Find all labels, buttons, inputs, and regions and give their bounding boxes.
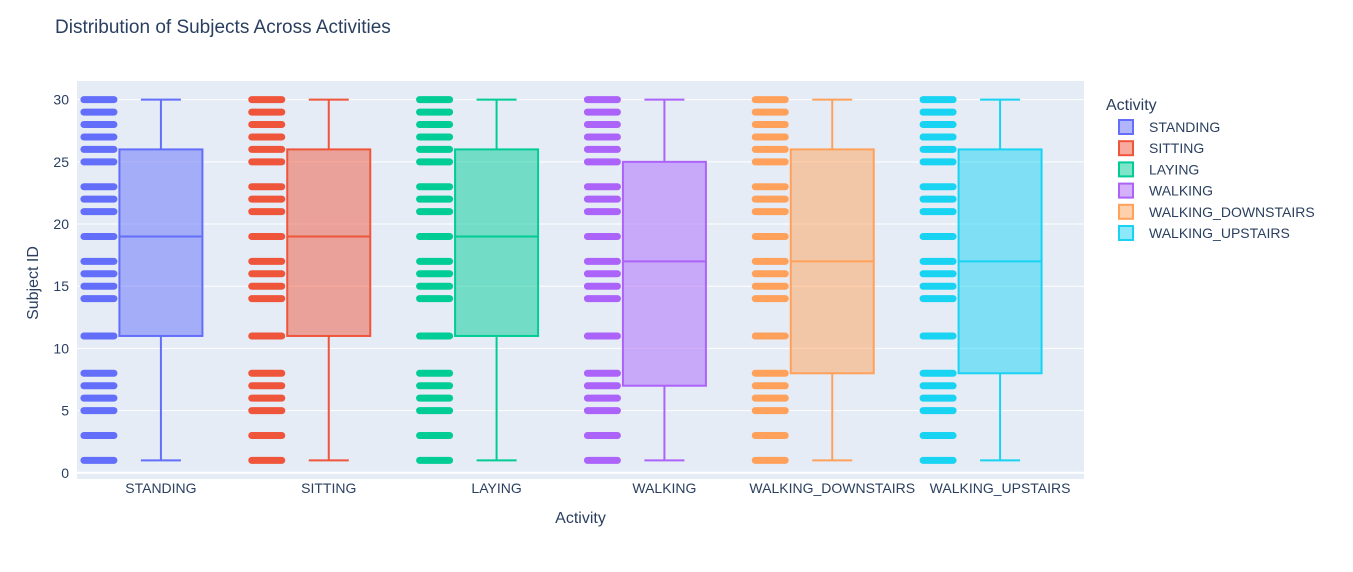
plot-background	[77, 81, 1084, 479]
legend-swatch	[1118, 203, 1134, 220]
y-tick-label: 0	[61, 465, 69, 481]
legend-label: LAYING	[1149, 161, 1199, 177]
x-tick-label: WALKING_DOWNSTAIRS	[749, 480, 915, 496]
iqr-box	[118, 148, 204, 337]
legend-title: Activity	[1106, 97, 1157, 114]
legend-swatch	[1118, 119, 1134, 135]
y-tick-label: 25	[53, 154, 69, 170]
legend-swatch	[1118, 161, 1134, 178]
legend: Activity STANDING SITTING LAYING WALKING WAL…	[1106, 97, 1315, 241]
x-tick-label: WALKING	[632, 480, 696, 496]
box-series-walking-downstairs	[751, 96, 875, 464]
x-tick-label: WALKING_UPSTAIRS	[930, 480, 1071, 496]
legend-label: WALKING	[1149, 183, 1213, 199]
legend-item: SITTING	[1118, 140, 1204, 157]
box-series-walking-upstairs	[919, 96, 1043, 464]
box-series-walking	[583, 96, 707, 464]
legend-item: STANDING	[1118, 119, 1220, 135]
legend-swatch	[1118, 225, 1134, 241]
legend-item: WALKING_DOWNSTAIRS	[1118, 203, 1315, 220]
box-series-sitting	[248, 96, 372, 464]
y-axis-ticks: 0 5 10 15 20 25 30	[53, 92, 69, 481]
y-tick-label: 5	[61, 403, 69, 419]
box-series-laying	[416, 96, 540, 464]
iqr-box	[286, 148, 372, 337]
legend-label: STANDING	[1149, 119, 1220, 135]
y-tick-label: 15	[53, 278, 69, 294]
chart-title: Distribution of Subjects Across Activiti…	[55, 17, 391, 38]
legend-swatch	[1118, 140, 1134, 157]
grid-lines	[77, 99, 1084, 474]
x-tick-label: SITTING	[301, 480, 356, 496]
x-axis-title: Activity	[555, 510, 606, 527]
y-tick-label: 20	[53, 216, 69, 232]
x-axis-ticks: STANDING SITTING LAYING WALKING WALKING_DOWN…	[125, 480, 1070, 496]
box-series-standing	[80, 96, 204, 464]
legend-item: WALKING	[1118, 182, 1213, 199]
legend-item: LAYING	[1118, 161, 1199, 178]
legend-item: WALKING_UPSTAIRS	[1118, 225, 1290, 241]
x-tick-label: LAYING	[471, 480, 521, 496]
iqr-box	[454, 148, 540, 337]
legend-swatch	[1118, 182, 1134, 199]
y-axis-title: Subject ID	[25, 246, 42, 320]
x-tick-label: STANDING	[125, 480, 196, 496]
legend-label: WALKING_UPSTAIRS	[1149, 225, 1290, 241]
legend-label: WALKING_DOWNSTAIRS	[1149, 204, 1315, 220]
y-tick-label: 10	[53, 340, 69, 356]
box-series-layer	[80, 96, 1043, 464]
legend-label: SITTING	[1149, 140, 1204, 156]
iqr-box	[621, 160, 707, 387]
y-tick-label: 30	[53, 92, 69, 108]
